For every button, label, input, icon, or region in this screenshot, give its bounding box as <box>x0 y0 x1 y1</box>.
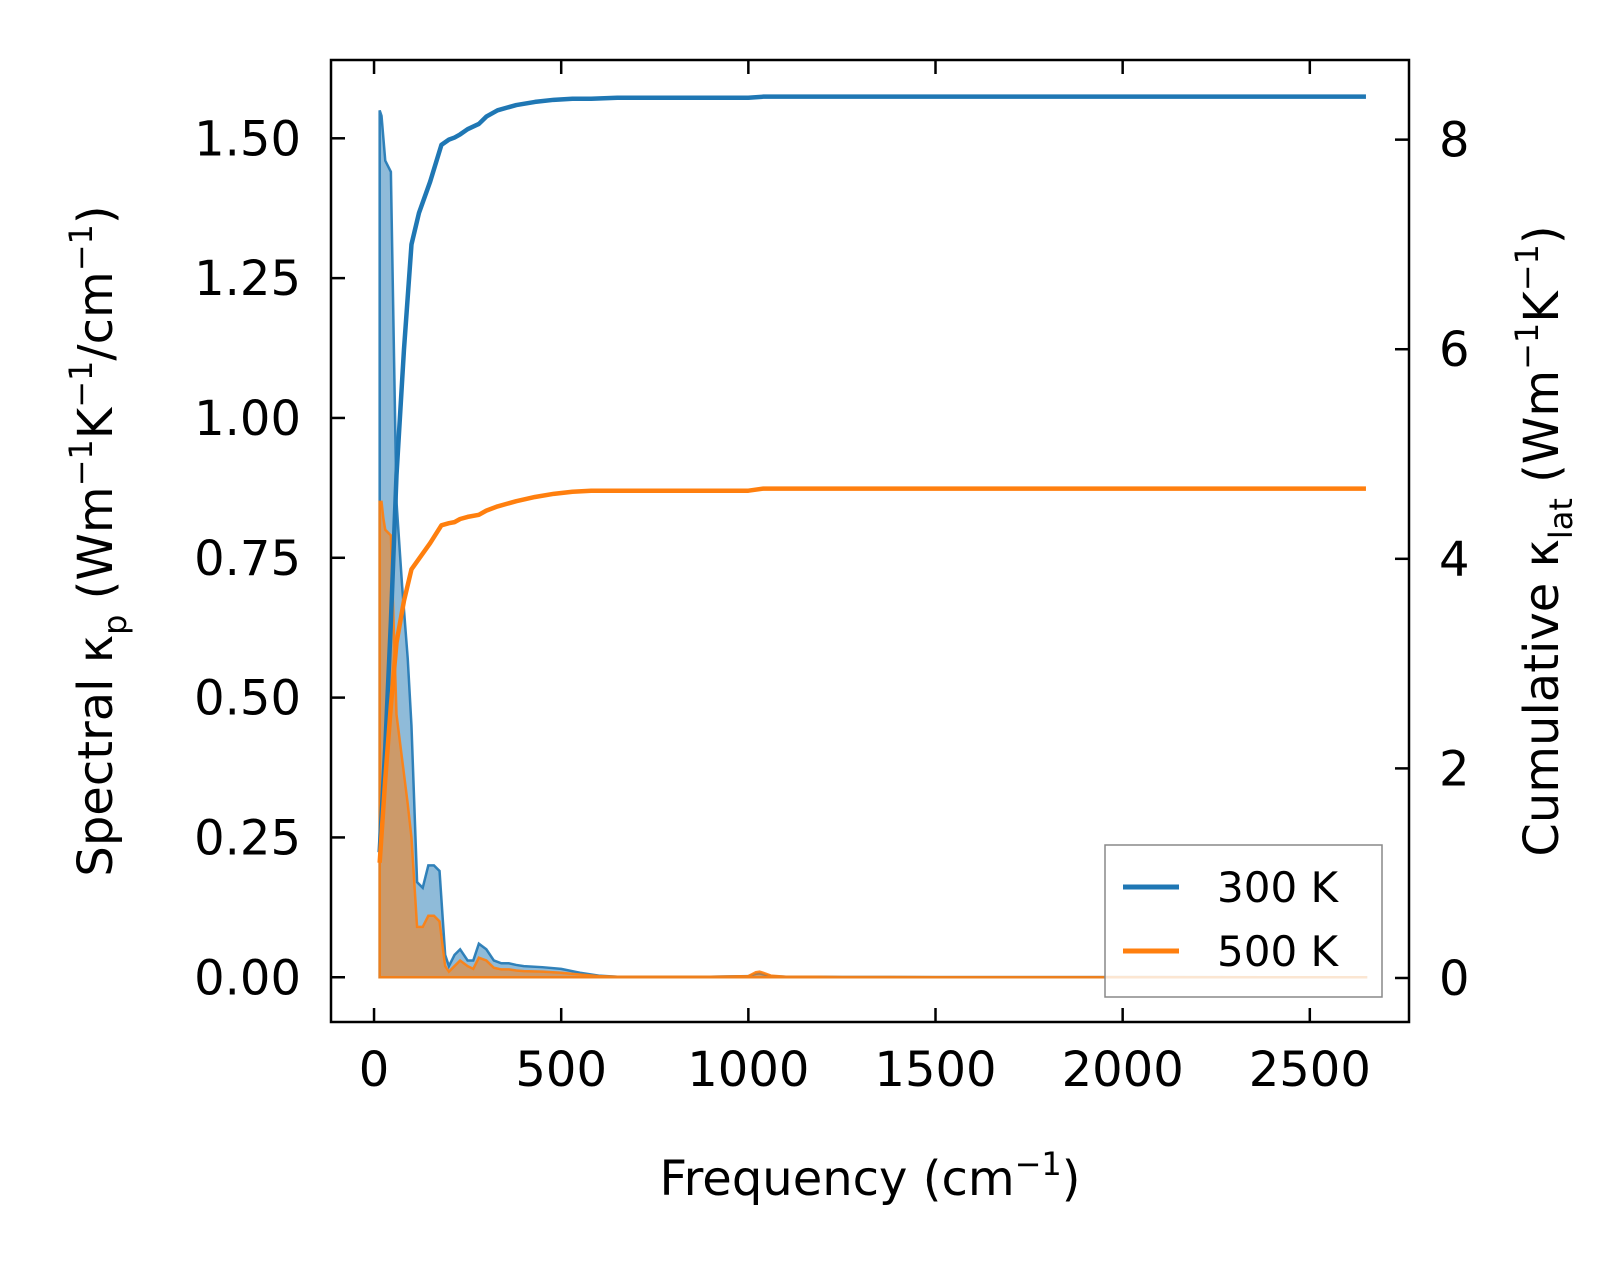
x-tick-label: 0 <box>359 1042 390 1098</box>
x-tick-label: 2500 <box>1249 1042 1371 1098</box>
cumulative-line-500k <box>377 486 1366 863</box>
y-left-tick-label: 0.25 <box>194 810 301 866</box>
y-right-tick-label: 8 <box>1439 113 1470 169</box>
axis-ticks: 0 500 1000 1500 2000 2500 0.00 0.25 0.50 0.75 1.00… <box>194 60 1470 1098</box>
legend-label-300k: 300 K <box>1217 863 1340 912</box>
x-tick-label: 1500 <box>874 1042 996 1098</box>
legend: 300 K 500 K <box>1104 844 1383 998</box>
spectral-fills <box>378 109 1368 979</box>
x-tick-label: 2000 <box>1062 1042 1184 1098</box>
legend-label-500k: 500 K <box>1217 927 1340 976</box>
x-axis-label: Frequency (cm−1) <box>659 1145 1080 1207</box>
y-right-tick-label: 0 <box>1439 951 1470 1007</box>
legend-box <box>1104 844 1383 998</box>
y-right-tick-label: 4 <box>1439 532 1470 588</box>
x-tick-label: 500 <box>515 1042 607 1098</box>
y-axis-left-label: Spectral κp (Wm−1K−1/cm−1) <box>62 205 134 876</box>
x-tick-label: 1000 <box>687 1042 809 1098</box>
y-left-tick-label: 0.50 <box>194 671 301 727</box>
y-right-tick-label: 6 <box>1439 322 1470 378</box>
y-left-tick-label: 1.50 <box>194 111 301 167</box>
cumulative-line-300k <box>377 94 1366 853</box>
y-right-tick-label: 2 <box>1439 741 1470 797</box>
y-left-tick-label: 1.25 <box>194 251 301 307</box>
y-axis-right-label: Cumulative κlat (Wm−1K−1) <box>1508 225 1580 856</box>
y-left-tick-label: 1.00 <box>194 391 301 447</box>
cumulative-lines <box>377 94 1366 863</box>
spectral-area-500k <box>378 500 1368 979</box>
y-left-tick-label: 0.75 <box>194 531 301 587</box>
plot-frame <box>329 58 1411 1024</box>
y-left-tick-label: 0.00 <box>194 950 301 1006</box>
